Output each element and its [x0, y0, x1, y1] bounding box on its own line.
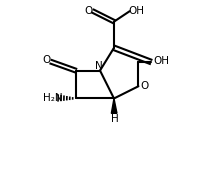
Text: OH: OH	[129, 6, 145, 16]
Text: H₂N: H₂N	[43, 93, 62, 103]
Text: H: H	[111, 114, 118, 124]
Text: OH: OH	[153, 56, 169, 66]
Text: O: O	[84, 6, 92, 16]
Text: O: O	[140, 81, 148, 91]
Polygon shape	[111, 99, 117, 113]
Text: N: N	[95, 61, 103, 71]
Text: O: O	[42, 55, 50, 65]
